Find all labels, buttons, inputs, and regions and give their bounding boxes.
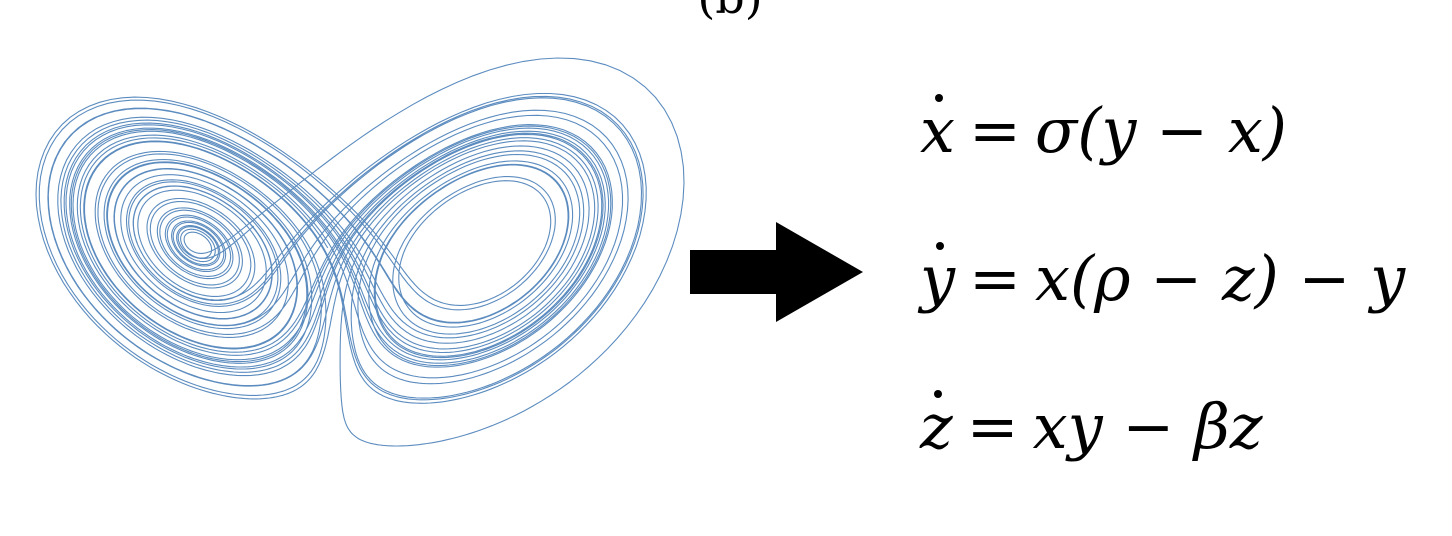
equals-sign: = <box>968 94 1021 167</box>
panel-label: (b) <box>690 0 770 20</box>
attractor-trajectory <box>35 57 685 447</box>
figure-panel: (b) x=σ(y − x) y=x(ρ − z) − y z=xy − βz <box>30 0 1406 464</box>
equation-rhs: xy − βz <box>1032 390 1263 463</box>
equals-sign: = <box>966 390 1019 463</box>
equation-lhs: y <box>920 242 956 315</box>
equation-y: y = x(ρ − z) − y <box>920 240 1450 388</box>
equals-sign: = <box>969 242 1021 315</box>
lorenz-equations: x = σ(y − x) y = x(ρ − z) − y z = xy − βz <box>920 92 1450 536</box>
lorenz-attractor-plot <box>30 52 700 464</box>
equation-rhs: x(ρ − z) − y <box>1034 242 1406 315</box>
right-arrow-icon <box>690 222 865 326</box>
equation-lhs: x <box>920 94 955 167</box>
equation-rhs: σ(y − x) <box>1034 94 1287 167</box>
equation-x: x = σ(y − x) <box>920 92 1450 240</box>
equation-z: z = xy − βz <box>920 388 1450 536</box>
equation-lhs: z <box>920 390 953 463</box>
lorenz-attractor-curve <box>35 57 685 447</box>
